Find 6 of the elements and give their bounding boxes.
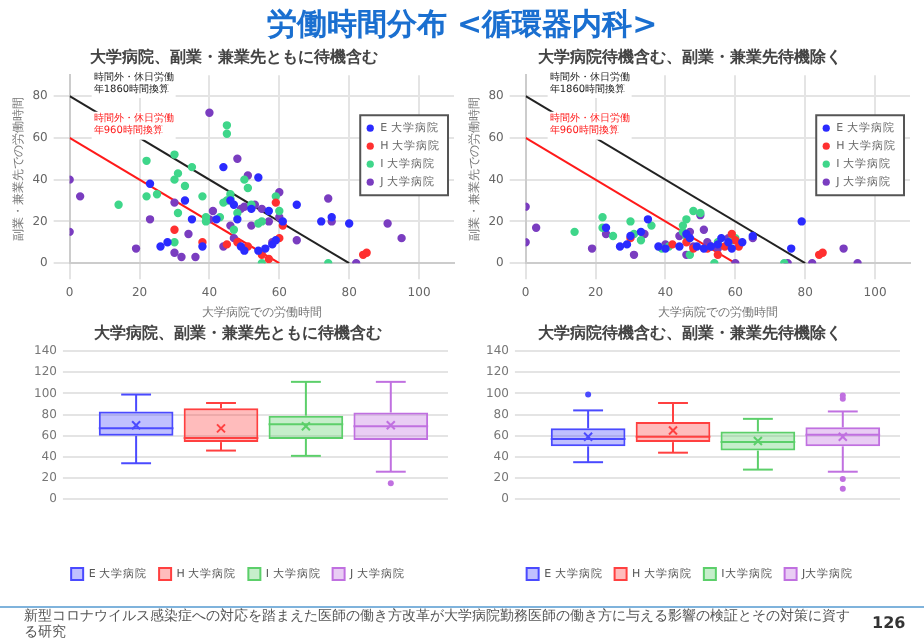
chart-title: 大学病院、副業・兼業先ともに待機含む (94, 323, 382, 342)
chart-title: 大学病院待機含む、副業・兼業先待機除く (538, 323, 842, 342)
text: 126 (872, 614, 906, 632)
chart-title: 大学病院、副業・兼業先ともに待機含む (90, 47, 378, 66)
text: 労働時間分布 <循環器内科> (264, 6, 660, 44)
chart-title: 大学病院待機含む、副業・兼業先待機除く (538, 47, 842, 66)
